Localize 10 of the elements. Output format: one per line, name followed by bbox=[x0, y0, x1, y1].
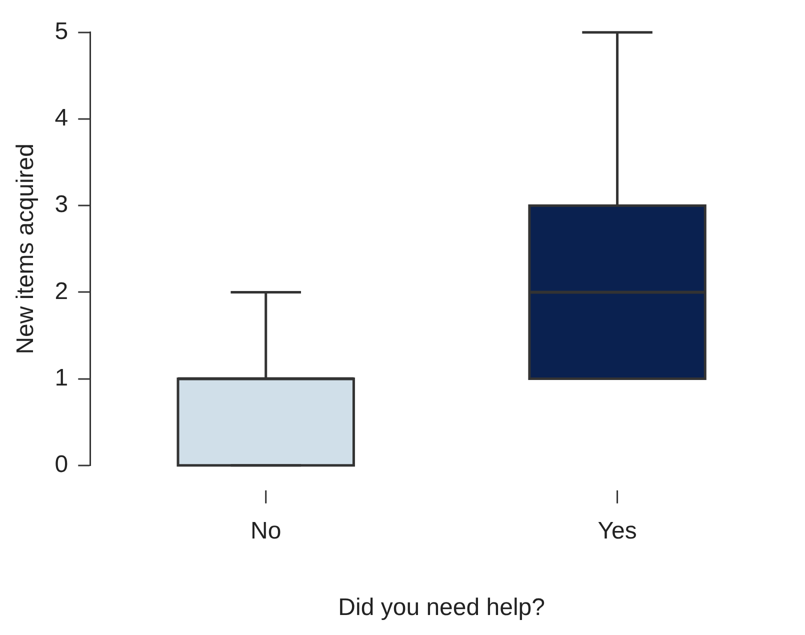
y-tick-label: 4 bbox=[54, 104, 68, 132]
y-tick-label: 5 bbox=[54, 18, 68, 46]
x-tick-label: Yes bbox=[598, 517, 637, 544]
y-tick-label: 3 bbox=[54, 191, 68, 218]
y-axis-title: New items acquired bbox=[12, 144, 40, 354]
x-axis-title: Did you need help? bbox=[338, 594, 545, 622]
y-tick-label: 1 bbox=[54, 364, 68, 392]
x-tick-label: No bbox=[250, 517, 282, 544]
y-tick-label: 0 bbox=[54, 451, 68, 478]
y-tick-label: 2 bbox=[54, 278, 68, 305]
